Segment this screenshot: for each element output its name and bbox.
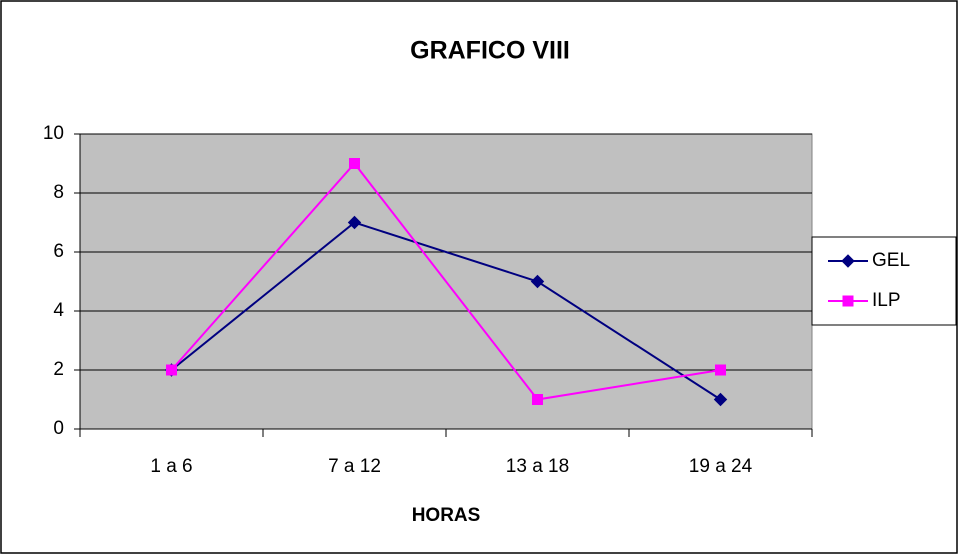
series-line <box>170 221 722 401</box>
legend-label: ILP <box>872 290 901 311</box>
x-tick-label: 13 a 18 <box>506 456 569 477</box>
series-line <box>170 161 721 401</box>
y-tick-label: 10 <box>43 123 64 144</box>
data-point <box>349 158 360 169</box>
data-point <box>530 274 545 289</box>
legend-marker <box>841 254 855 268</box>
y-tick-label: 2 <box>53 359 64 380</box>
y-tick-label: 4 <box>53 300 64 321</box>
data-point <box>166 364 177 376</box>
legend-label: GEL <box>872 250 910 271</box>
y-tick-label: 0 <box>53 418 64 439</box>
data-point <box>347 215 362 230</box>
chart-title: GRAFICO VIII <box>410 37 570 65</box>
x-tick-label: 1 a 6 <box>150 456 192 477</box>
x-tick-label: 7 a 12 <box>328 456 381 477</box>
x-axis-title: HORAS <box>412 505 481 526</box>
y-tick-label: 6 <box>53 241 64 262</box>
data-point <box>532 394 543 405</box>
legend-box <box>811 236 957 326</box>
data-point <box>715 364 726 376</box>
y-tick-label: 8 <box>53 182 64 203</box>
x-tick-label: 19 a 24 <box>689 456 753 477</box>
legend-marker <box>842 295 854 307</box>
data-point <box>713 392 728 407</box>
